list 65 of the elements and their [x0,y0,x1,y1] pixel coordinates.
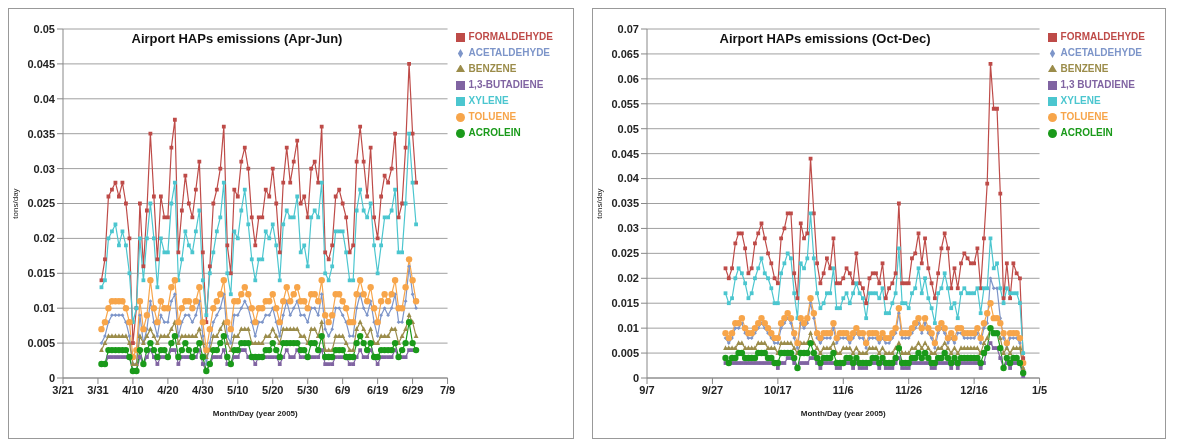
x-tick-label: 9/27 [701,383,724,396]
y-tick-label: 0.005 [611,346,639,359]
y-tick-label: 0.03 [617,222,639,235]
x-tick-label: 6/19 [366,383,389,396]
x-tick-label: 6/9 [335,383,351,396]
y-tick-label: 0.03 [33,162,55,175]
y-tick-label: 0 [48,371,55,384]
legend-label: ACROLEIN [1060,127,1113,138]
y-tick-label: 0.01 [617,322,639,335]
y-tick-label: 0.005 [27,337,55,350]
x-tick-label: 5/30 [297,383,319,396]
x-tick-label: 11/6 [832,383,854,396]
y-tick-label: 0.065 [611,47,639,60]
legend-label: ACETALDEHYDE [1060,47,1143,58]
legend-label: ACETALDEHYDE [468,47,551,58]
x-tick-label: 5/20 [262,383,284,396]
y-tick-label: 0.015 [611,297,639,310]
chart-title: Airport HAPs emissions (Apr-Jun) [131,31,343,46]
legend-label: XYLENE [1060,95,1101,106]
y-tick-label: 0.035 [27,127,55,140]
y-tick-label: 0.025 [611,247,639,260]
x-tick-label: 9/7 [639,383,655,396]
legend-label: BENZENE [1060,63,1109,74]
x-axis-title: Month/Day (year 2005) [212,409,299,418]
x-tick-label: 4/20 [157,383,179,396]
y-tick-label: 0.015 [27,267,55,280]
x-tick-label: 4/10 [122,383,144,396]
y-tick-label: 0.045 [611,147,639,160]
legend-label: 1,3-BUTADIENE [468,79,544,90]
y-tick-label: 0.02 [33,232,55,245]
y-tick-label: 0.035 [611,197,639,210]
y-tick-label: 0.01 [33,302,55,315]
x-tick-label: 11/26 [895,383,923,396]
legend-label: 1,3 BUTADIENE [1060,79,1135,90]
x-tick-label: 3/31 [87,383,109,396]
y-tick-label: 0 [632,371,639,384]
legend-label: FORMALDEHYDE [1060,31,1145,42]
x-tick-label: 4/30 [192,383,214,396]
legend-label: ACROLEIN [468,127,521,138]
y-axis-title: tons/day [594,188,604,219]
legend-label: XYLENE [468,95,509,106]
x-tick-label: 1/5 [1031,383,1048,396]
y-tick-label: 0.045 [27,57,55,70]
legend-label: TOLUENE [468,111,517,122]
y-axis-title: tons/day [10,188,20,219]
x-tick-label: 7/9 [439,383,456,396]
y-tick-label: 0.055 [611,97,639,110]
x-tick-label: 12/16 [960,383,988,396]
y-tick-label: 0.04 [617,172,640,185]
legend-label: BENZENE [468,63,517,74]
x-tick-label: 5/10 [227,383,249,396]
y-tick-label: 0.07 [617,22,639,35]
y-tick-label: 0.02 [617,272,639,285]
y-tick-label: 0.06 [617,72,639,85]
y-tick-label: 0.05 [33,22,55,35]
legend-label: FORMALDEHYDE [468,31,553,42]
x-axis-title: Month/Day (year 2005) [800,409,887,418]
y-tick-label: 0.04 [33,92,56,105]
legend-label: TOLUENE [1060,111,1109,122]
x-tick-label: 6/29 [401,383,424,396]
chart-title: Airport HAPs emissions (Oct-Dec) [719,31,931,46]
y-tick-label: 0.05 [617,122,639,135]
x-tick-label: 10/17 [764,383,792,396]
y-tick-label: 0.025 [27,197,55,210]
x-tick-label: 3/21 [52,383,74,396]
